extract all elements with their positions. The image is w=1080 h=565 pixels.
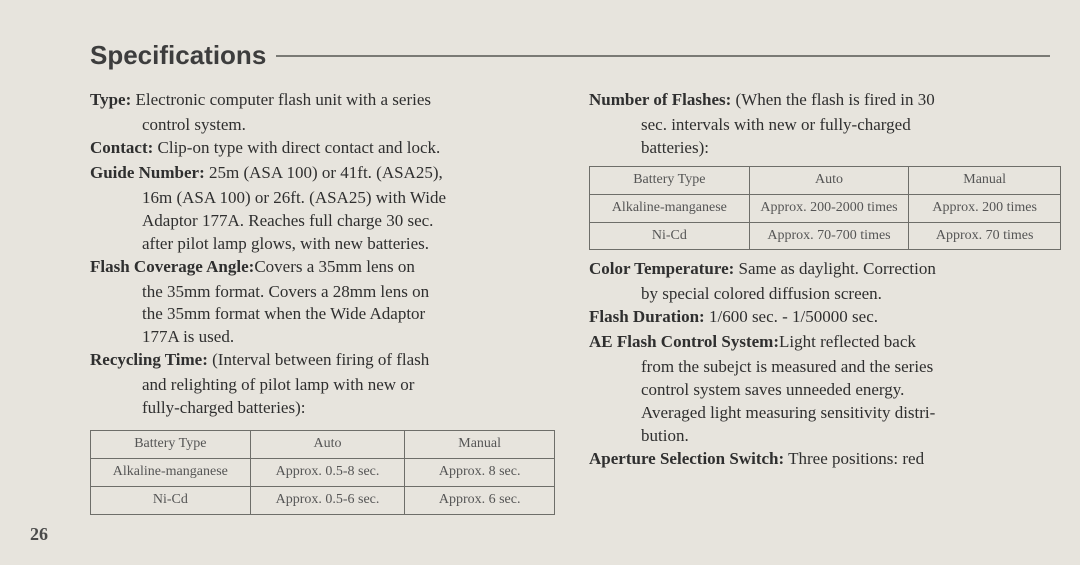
- page: Specifications Type: Electronic computer…: [0, 0, 1080, 565]
- text-flashduration: 1/600 sec. - 1/50000 sec.: [705, 307, 878, 326]
- text-flashcov-cont1: the 35mm format. Covers a 28mm lens on: [90, 281, 555, 304]
- num-flashes-table: Battery Type Auto Manual Alkaline-mangan…: [589, 166, 1061, 251]
- text-colortemp: Same as daylight. Correction: [734, 259, 936, 278]
- section-title: Specifications: [90, 40, 266, 71]
- left-column: Type: Electronic computer flash unit wit…: [90, 89, 555, 515]
- text-aperture: Three positions: red: [784, 449, 924, 468]
- table-row: Alkaline-manganese Approx. 200-2000 time…: [590, 194, 1061, 222]
- table-row: Ni-Cd Approx. 70-700 times Approx. 70 ti…: [590, 222, 1061, 250]
- label-recycling: Recycling Time:: [90, 350, 208, 369]
- title-rule: [276, 55, 1050, 57]
- text-flashcov-cont3: 177A is used.: [90, 326, 555, 349]
- table-cell: Approx. 70-700 times: [749, 222, 909, 250]
- table-header: Manual: [405, 431, 555, 459]
- table-cell: Ni-Cd: [91, 486, 251, 514]
- table-cell: Alkaline-manganese: [590, 194, 750, 222]
- spec-numflashes: Number of Flashes: (When the flash is fi…: [589, 89, 1061, 112]
- text-numflashes-cont1: sec. intervals with new or fully-charged: [589, 114, 1061, 137]
- label-guide: Guide Number:: [90, 163, 205, 182]
- text-recycling: (Interval between firing of flash: [208, 350, 429, 369]
- table-cell: Approx. 70 times: [909, 222, 1061, 250]
- text-recycling-cont1: and relighting of pilot lamp with new or: [90, 374, 555, 397]
- table-row: Ni-Cd Approx. 0.5-6 sec. Approx. 6 sec.: [91, 486, 555, 514]
- table-row: Battery Type Auto Manual: [590, 166, 1061, 194]
- text-type: Electronic computer flash unit with a se…: [131, 90, 431, 109]
- label-flashduration: Flash Duration:: [589, 307, 705, 326]
- spec-aperture: Aperture Selection Switch: Three positio…: [589, 448, 1061, 471]
- text-flashcov: Covers a 35mm lens on: [254, 257, 415, 276]
- table-cell: Alkaline-manganese: [91, 459, 251, 487]
- table-header: Auto: [749, 166, 909, 194]
- label-aperture: Aperture Selection Switch:: [589, 449, 784, 468]
- text-type-cont: control system.: [90, 114, 555, 137]
- text-aeflash: Light reflected back: [779, 332, 916, 351]
- text-aeflash-cont3: Averaged light measuring sensitivity dis…: [589, 402, 1061, 425]
- text-aeflash-cont1: from the subejct is measured and the ser…: [589, 356, 1061, 379]
- spec-flashcov: Flash Coverage Angle:Covers a 35mm lens …: [90, 256, 555, 279]
- spec-recycling: Recycling Time: (Interval between firing…: [90, 349, 555, 372]
- table-row: Alkaline-manganese Approx. 0.5-8 sec. Ap…: [91, 459, 555, 487]
- text-guide: 25m (ASA 100) or 41ft. (ASA25),: [205, 163, 443, 182]
- table-cell: Approx. 0.5-6 sec.: [250, 486, 405, 514]
- text-recycling-cont2: fully-charged batteries):: [90, 397, 555, 420]
- table-header: Auto: [250, 431, 405, 459]
- text-guide-cont3: after pilot lamp glows, with new batteri…: [90, 233, 555, 256]
- spec-contact: Contact: Clip-on type with direct contac…: [90, 137, 555, 160]
- spec-guide: Guide Number: 25m (ASA 100) or 41ft. (AS…: [90, 162, 555, 185]
- spec-type: Type: Electronic computer flash unit wit…: [90, 89, 555, 112]
- text-numflashes: (When the flash is fired in 30: [731, 90, 934, 109]
- spec-flashduration: Flash Duration: 1/600 sec. - 1/50000 sec…: [589, 306, 1061, 329]
- title-row: Specifications: [90, 40, 1050, 71]
- spec-colortemp: Color Temperature: Same as daylight. Cor…: [589, 258, 1061, 281]
- text-colortemp-cont1: by special colored diffusion screen.: [589, 283, 1061, 306]
- text-guide-cont1: 16m (ASA 100) or 26ft. (ASA25) with Wide: [90, 187, 555, 210]
- text-flashcov-cont2: the 35mm format when the Wide Adaptor: [90, 303, 555, 326]
- table-cell: Approx. 8 sec.: [405, 459, 555, 487]
- table-header: Battery Type: [590, 166, 750, 194]
- text-contact: Clip-on type with direct contact and loc…: [153, 138, 440, 157]
- label-type: Type:: [90, 90, 131, 109]
- label-contact: Contact:: [90, 138, 153, 157]
- table-cell: Approx. 0.5-8 sec.: [250, 459, 405, 487]
- label-numflashes: Number of Flashes:: [589, 90, 731, 109]
- table-cell: Approx. 6 sec.: [405, 486, 555, 514]
- label-aeflash: AE Flash Control System:: [589, 332, 779, 351]
- page-number: 26: [30, 524, 48, 545]
- recycling-time-table: Battery Type Auto Manual Alkaline-mangan…: [90, 430, 555, 515]
- label-flashcov: Flash Coverage Angle:: [90, 257, 254, 276]
- table-cell: Approx. 200 times: [909, 194, 1061, 222]
- table-cell: Approx. 200-2000 times: [749, 194, 909, 222]
- table-header: Manual: [909, 166, 1061, 194]
- right-column: Number of Flashes: (When the flash is fi…: [589, 89, 1061, 515]
- text-aeflash-cont2: control system saves unneeded energy.: [589, 379, 1061, 402]
- spec-aeflash: AE Flash Control System:Light reflected …: [589, 331, 1061, 354]
- table-row: Battery Type Auto Manual: [91, 431, 555, 459]
- text-aeflash-cont4: bution.: [589, 425, 1061, 448]
- text-guide-cont2: Adaptor 177A. Reaches full charge 30 sec…: [90, 210, 555, 233]
- table-header: Battery Type: [91, 431, 251, 459]
- columns: Type: Electronic computer flash unit wit…: [90, 89, 1050, 515]
- text-numflashes-cont2: batteries):: [589, 137, 1061, 160]
- table-cell: Ni-Cd: [590, 222, 750, 250]
- label-colortemp: Color Temperature:: [589, 259, 734, 278]
